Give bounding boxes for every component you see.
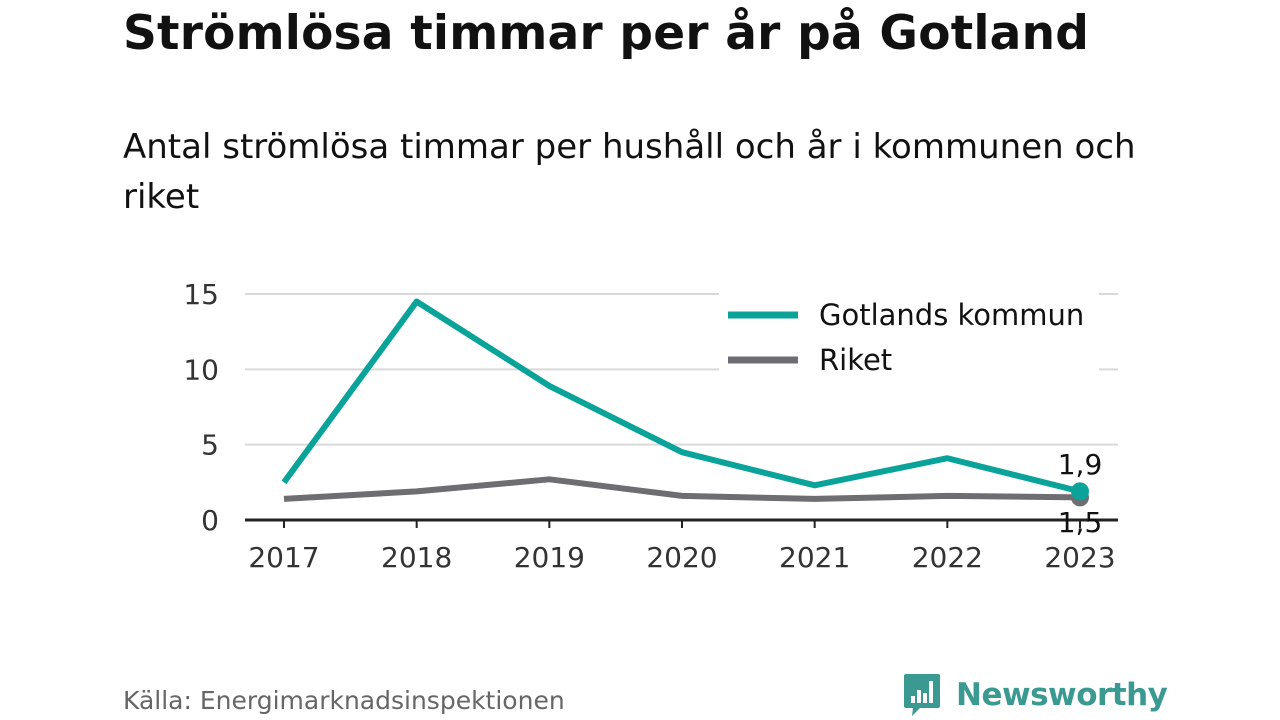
legend-background (719, 290, 1099, 386)
x-axis-ticks: 2017 2018 2019 2020 2021 2022 2023 (248, 520, 1116, 574)
y-tick-label: 5 (201, 429, 219, 462)
bar-chart-speech-icon (904, 674, 940, 716)
y-tick-label: 10 (183, 353, 219, 386)
y-tick-label: 15 (183, 278, 219, 311)
legend-label-riket: Riket (819, 343, 892, 377)
x-tick-label: 2019 (514, 541, 585, 574)
x-tick-label: 2020 (646, 541, 717, 574)
end-label-riket: 1,5 (1058, 506, 1103, 539)
newsworthy-logo: Newsworthy (902, 672, 1168, 718)
x-tick-label: 2018 (381, 541, 452, 574)
series-lines (281, 298, 1081, 502)
source-note: Källa: Energimarknadsinspektionen (123, 686, 565, 715)
series-line-riket (283, 476, 1081, 502)
chart-title: Strömlösa timmar per år på Gotland (123, 6, 1090, 61)
end-markers: 1,9 1,5 (1058, 448, 1103, 539)
legend-label-gotland: Gotlands kommun (819, 298, 1084, 332)
legend: Gotlands kommun Riket (719, 290, 1099, 386)
series-line-gotland (281, 298, 1081, 495)
x-tick-label: 2022 (912, 541, 983, 574)
brand-name: Newsworthy (956, 677, 1168, 713)
y-axis-ticks: 0 5 10 15 (183, 278, 219, 537)
x-tick-label: 2017 (248, 541, 319, 574)
chart-subtitle: Antal strömlösa timmar per hushåll och å… (123, 127, 1136, 217)
y-tick-label: 0 (201, 504, 219, 537)
end-marker-gotland (1071, 482, 1089, 501)
x-tick-label: 2023 (1044, 541, 1115, 574)
end-label-gotland: 1,9 (1058, 448, 1103, 481)
x-tick-label: 2021 (779, 541, 850, 574)
